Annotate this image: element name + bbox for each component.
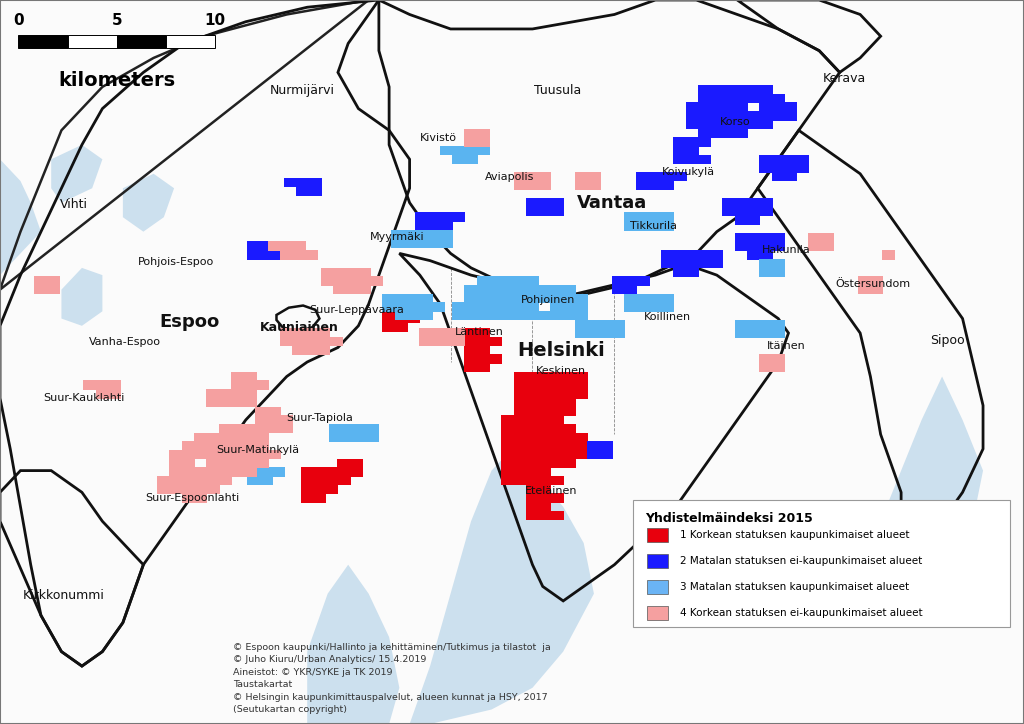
Bar [420, 337, 432, 346]
Bar [260, 476, 272, 485]
Bar [551, 311, 564, 320]
Bar [219, 424, 231, 433]
Bar [539, 476, 552, 485]
Bar [514, 406, 527, 416]
Bar [317, 337, 330, 346]
Bar [453, 311, 465, 320]
Bar [256, 432, 268, 442]
Bar [416, 222, 428, 230]
Bar [526, 294, 540, 303]
Text: Suur-Matinkylä: Suur-Matinkylä [216, 445, 300, 455]
Bar [440, 337, 453, 346]
Bar [772, 328, 785, 337]
Text: kilometers: kilometers [58, 71, 175, 90]
Bar [476, 146, 489, 155]
Bar [281, 328, 294, 337]
Bar [674, 172, 687, 181]
Bar [514, 311, 527, 320]
Bar [760, 267, 773, 277]
Bar [301, 476, 313, 485]
Bar [539, 450, 552, 460]
Bar [420, 311, 432, 320]
Bar [551, 476, 564, 485]
Bar [526, 390, 540, 398]
Bar [109, 380, 121, 390]
Bar [330, 432, 342, 442]
Text: Läntinen: Läntinen [455, 327, 504, 337]
Bar [686, 258, 699, 268]
Bar [334, 267, 346, 277]
Text: Vantaa: Vantaa [578, 194, 647, 211]
Bar [662, 213, 675, 222]
Text: Kerava: Kerava [823, 72, 866, 85]
Bar [345, 285, 358, 294]
Bar [551, 432, 564, 442]
Bar [821, 241, 835, 251]
Bar [47, 276, 59, 286]
Bar [514, 180, 527, 190]
Bar [563, 380, 577, 390]
Bar [772, 93, 785, 103]
Bar [514, 398, 527, 407]
Bar [367, 432, 379, 442]
Bar [158, 476, 170, 485]
Bar [432, 337, 444, 346]
Bar [588, 450, 600, 460]
Bar [309, 177, 322, 188]
Bar [268, 424, 281, 433]
Bar [539, 485, 552, 494]
Text: 5: 5 [112, 12, 122, 28]
Bar [637, 180, 650, 190]
Bar [772, 102, 785, 111]
Bar [169, 485, 182, 494]
Bar [231, 459, 245, 468]
Bar [674, 155, 687, 164]
Bar [698, 155, 711, 164]
Bar [760, 232, 773, 242]
Bar [256, 459, 268, 468]
Bar [219, 398, 231, 407]
Bar [674, 258, 687, 268]
Text: Espoo: Espoo [160, 313, 219, 331]
Bar [575, 180, 588, 190]
Bar [408, 294, 421, 303]
Bar [305, 250, 317, 260]
Bar [748, 216, 760, 225]
Bar [563, 459, 577, 468]
Bar [723, 120, 735, 130]
Bar [206, 450, 219, 460]
Bar [476, 363, 489, 372]
Bar [772, 172, 785, 181]
Bar [637, 222, 650, 230]
Bar [760, 111, 773, 120]
Text: Kirkkonummi: Kirkkonummi [23, 589, 104, 602]
Bar [772, 355, 785, 363]
Bar [440, 222, 453, 230]
Bar [588, 441, 600, 450]
Bar [625, 213, 637, 222]
Bar [612, 276, 625, 286]
Bar [345, 267, 358, 277]
Bar [539, 502, 552, 511]
Bar [326, 485, 338, 494]
Bar [686, 137, 699, 146]
Bar [281, 416, 294, 424]
Bar [514, 285, 527, 294]
Bar [169, 459, 182, 468]
Bar [453, 303, 465, 311]
Bar [440, 146, 453, 155]
Bar [195, 441, 207, 450]
Bar [305, 337, 317, 346]
Bar [551, 303, 564, 311]
Bar [195, 494, 207, 502]
Bar [686, 102, 699, 111]
Bar [502, 432, 514, 442]
Bar [465, 155, 477, 164]
Text: Tikkurila: Tikkurila [630, 221, 677, 231]
Bar [563, 432, 577, 442]
Bar [514, 441, 527, 450]
Bar [428, 230, 440, 239]
Bar [358, 285, 371, 294]
Bar [260, 250, 272, 260]
